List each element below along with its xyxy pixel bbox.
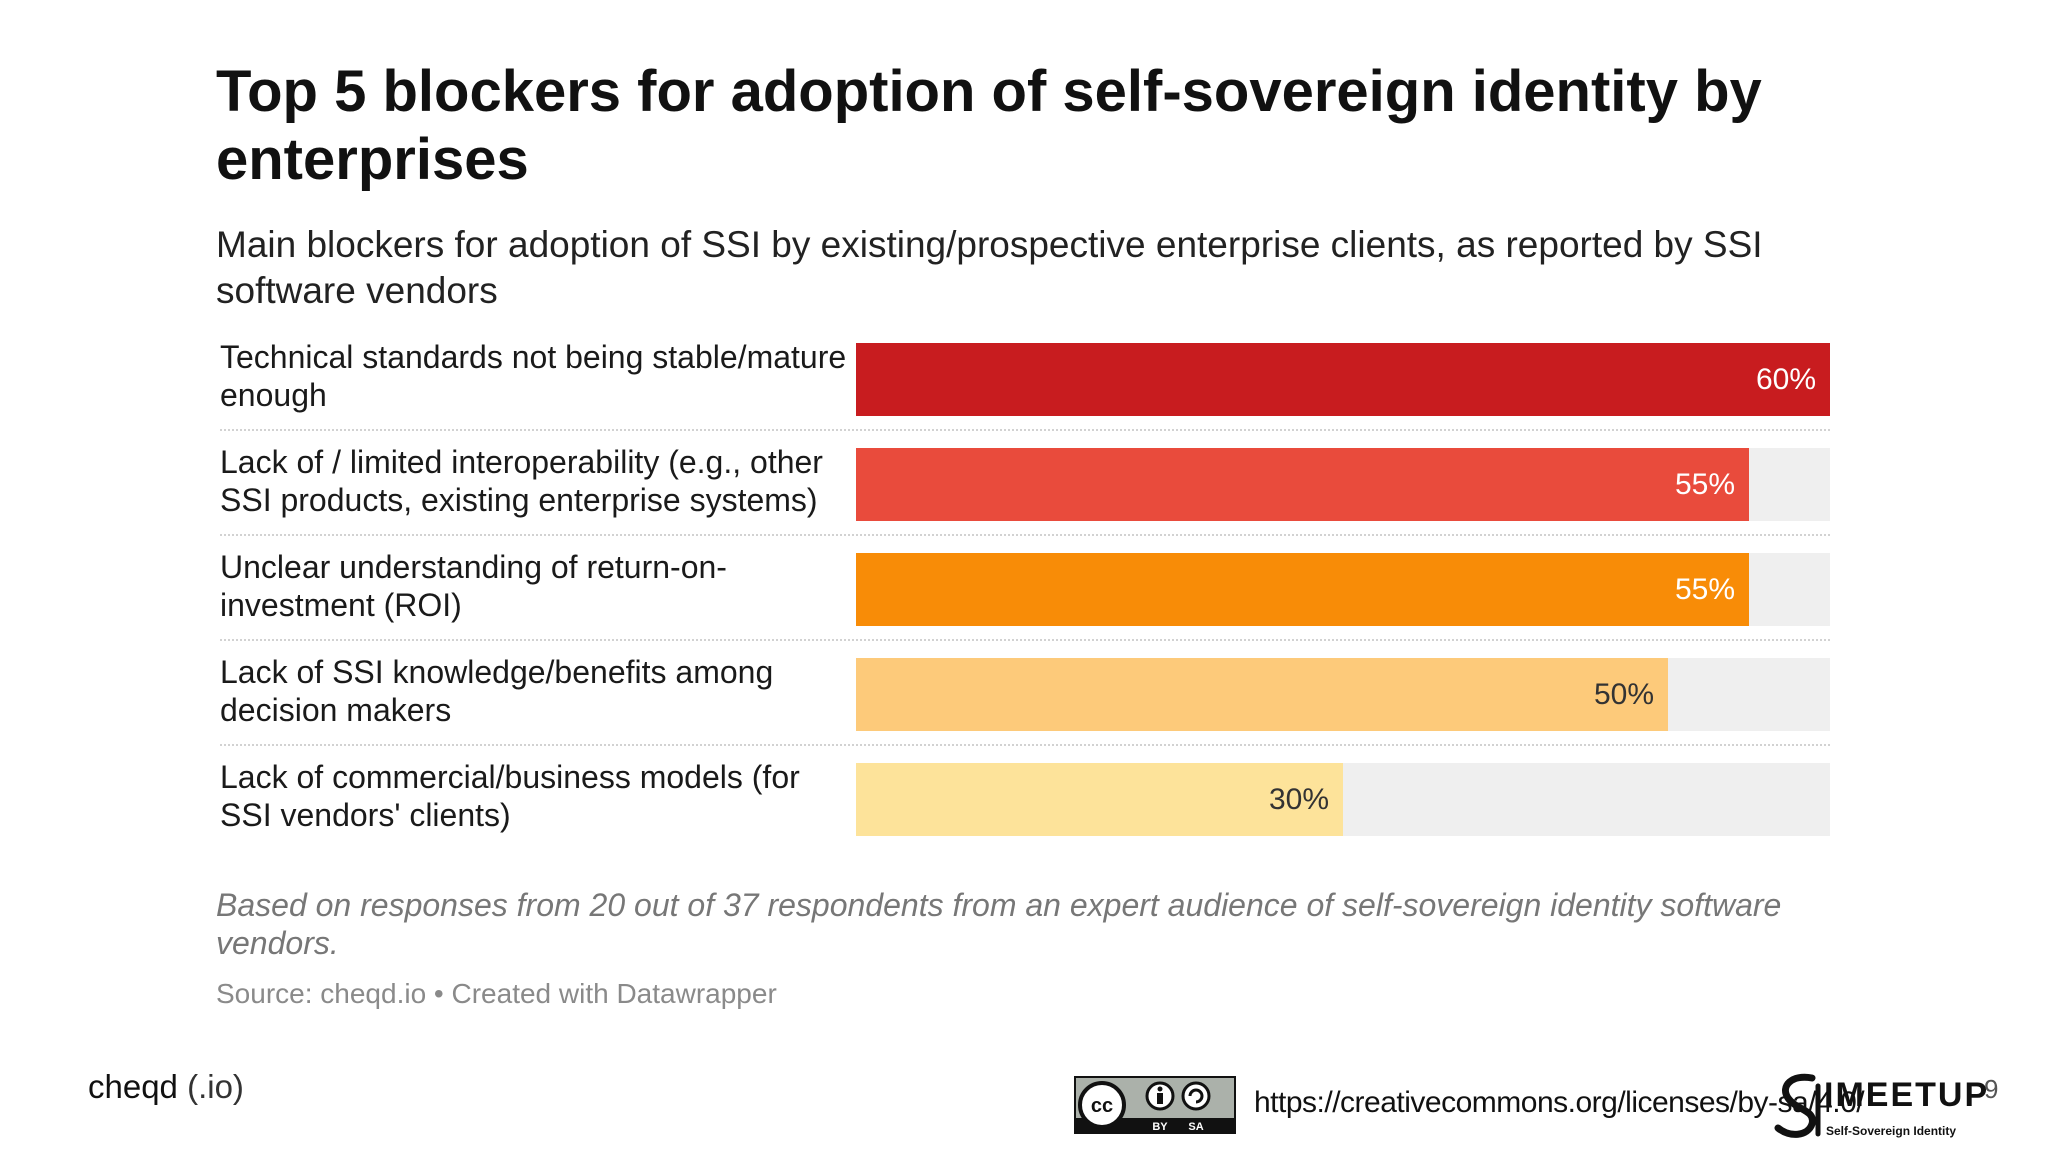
bar bbox=[856, 763, 1343, 836]
by-icon-body bbox=[1157, 1093, 1163, 1104]
by-label: BY bbox=[1152, 1121, 1168, 1133]
bar-value-label: 30% bbox=[1268, 783, 1329, 816]
ssi-logo-mark-icon bbox=[1774, 1073, 1821, 1138]
category-label: Technical standards not being stable/mat… bbox=[220, 339, 847, 413]
cc-icon bbox=[1078, 1081, 1126, 1129]
category-label: Unclear understanding of return-on-inves… bbox=[220, 549, 727, 623]
chart-source: Source: cheqd.io • Created with Datawrap… bbox=[216, 978, 777, 1009]
bar-value-label: 55% bbox=[1674, 468, 1735, 501]
category-label: Lack of SSI knowledge/benefits among dec… bbox=[220, 654, 774, 728]
brand-logo: cheqd (.io) bbox=[88, 1068, 244, 1106]
bar-row: Technical standards not being stable/mat… bbox=[216, 336, 1830, 441]
chart-title: Top 5 blockers for adoption of self-sove… bbox=[216, 59, 1762, 192]
chart-subtitle: Main blockers for adoption of SSI by exi… bbox=[216, 224, 1763, 311]
category-label: Lack of commercial/business models (for … bbox=[220, 759, 800, 833]
sa-icon-arrow bbox=[1188, 1088, 1204, 1104]
row-divider bbox=[220, 429, 1830, 431]
chart-note: Based on responses from 20 out of 37 res… bbox=[216, 887, 1782, 961]
bar-track: 55% bbox=[856, 553, 1830, 626]
bar-track: 50% bbox=[856, 658, 1830, 731]
ssi-meetup-logo: IMEETUP Self-Sovereign Identity bbox=[1772, 1072, 1987, 1142]
by-icon-head bbox=[1157, 1086, 1163, 1092]
bar bbox=[856, 448, 1749, 521]
bar-value-label: 55% bbox=[1674, 573, 1735, 606]
cc-icon-text: cc bbox=[1091, 1095, 1113, 1117]
row-divider bbox=[220, 534, 1830, 536]
page-number: 9 bbox=[1984, 1074, 1999, 1104]
bar-row: Lack of commercial/business models (for … bbox=[216, 756, 1830, 861]
brand-suffix: (.io) bbox=[187, 1068, 244, 1105]
logo-wordmark: IMEETUP bbox=[1824, 1076, 1990, 1114]
bar-chart: Technical standards not being stable/mat… bbox=[216, 336, 1830, 856]
sa-share-alike-icon bbox=[1181, 1081, 1211, 1111]
cc-license-badge[interactable]: cc BY SA bbox=[1074, 1076, 1236, 1134]
bar-track: 60% bbox=[856, 343, 1830, 416]
license-url-link[interactable]: https://creativecommons.org/licenses/by-… bbox=[1254, 1086, 1865, 1119]
bar-row: Unclear understanding of return-on-inves… bbox=[216, 546, 1830, 651]
bar-value-label: 50% bbox=[1593, 678, 1654, 711]
bar bbox=[856, 553, 1749, 626]
bar-row: Lack of / limited interoperability (e.g.… bbox=[216, 441, 1830, 546]
category-label: Lack of / limited interoperability (e.g.… bbox=[220, 444, 823, 518]
row-divider bbox=[220, 639, 1830, 641]
sa-label: SA bbox=[1188, 1121, 1203, 1133]
bar bbox=[856, 658, 1668, 731]
bar-track: 55% bbox=[856, 448, 1830, 521]
logo-tagline: Self-Sovereign Identity bbox=[1826, 1124, 1957, 1138]
row-divider bbox=[220, 744, 1830, 746]
bar bbox=[856, 343, 1830, 416]
brand-name: cheqd bbox=[88, 1068, 178, 1105]
bar-row: Lack of SSI knowledge/benefits among dec… bbox=[216, 651, 1830, 756]
bar-track: 30% bbox=[856, 763, 1830, 836]
bar-value-label: 60% bbox=[1755, 363, 1816, 396]
